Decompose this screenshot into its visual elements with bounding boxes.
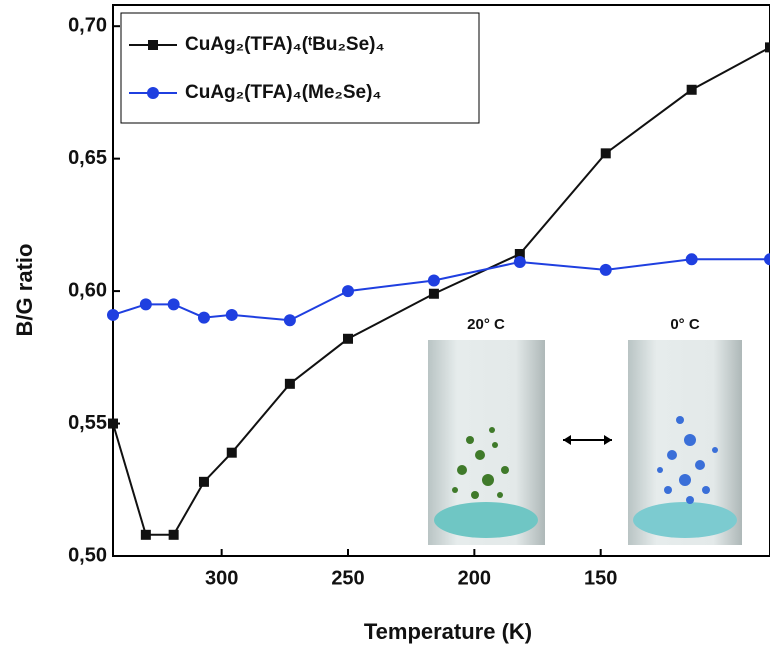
marker (199, 477, 209, 487)
marker (429, 289, 439, 299)
x-axis-title: Temperature (K) (364, 619, 532, 644)
marker (168, 298, 180, 310)
marker (764, 253, 770, 265)
marker (284, 314, 296, 326)
inset-label: 20° C (467, 316, 505, 333)
marker (169, 530, 179, 540)
marker (148, 40, 158, 50)
tube-liquid (633, 502, 737, 538)
marker (601, 148, 611, 158)
legend-label: CuAg₂(TFA)₄(ᵗBu₂Se)₄ (185, 34, 385, 55)
marker (147, 87, 159, 99)
chart: 20° C 0° C Temperature (K) B/G ratio 0,5… (0, 0, 770, 651)
marker (285, 379, 295, 389)
y-tick-label: 0,65 (68, 147, 107, 169)
x-tick-label: 300 (205, 567, 238, 589)
tube-liquid (434, 502, 538, 538)
marker (227, 448, 237, 458)
x-tick-label: 150 (584, 567, 617, 589)
marker (342, 285, 354, 297)
legend-box (121, 13, 479, 123)
marker (600, 264, 612, 276)
marker (107, 309, 119, 321)
y-tick-label: 0,50 (68, 544, 107, 566)
marker (765, 42, 770, 52)
marker (141, 530, 151, 540)
y-tick-label: 0,55 (68, 412, 107, 434)
inset-label: 0° C (670, 316, 700, 333)
y-tick-label: 0,70 (68, 14, 107, 36)
marker (343, 334, 353, 344)
x-tick-label: 200 (458, 567, 491, 589)
marker (198, 312, 210, 324)
inset-photos: 20° C 0° C (428, 316, 742, 545)
y-axis-title: B/G ratio (12, 244, 37, 337)
marker (226, 309, 238, 321)
marker (140, 298, 152, 310)
marker (108, 419, 118, 429)
y-tick-label: 0,60 (68, 279, 107, 301)
marker (686, 253, 698, 265)
x-tick-label: 250 (331, 567, 364, 589)
marker (514, 256, 526, 268)
legend-label: CuAg₂(TFA)₄(Me₂Se)₄ (185, 82, 381, 103)
marker (687, 85, 697, 95)
marker (428, 275, 440, 287)
